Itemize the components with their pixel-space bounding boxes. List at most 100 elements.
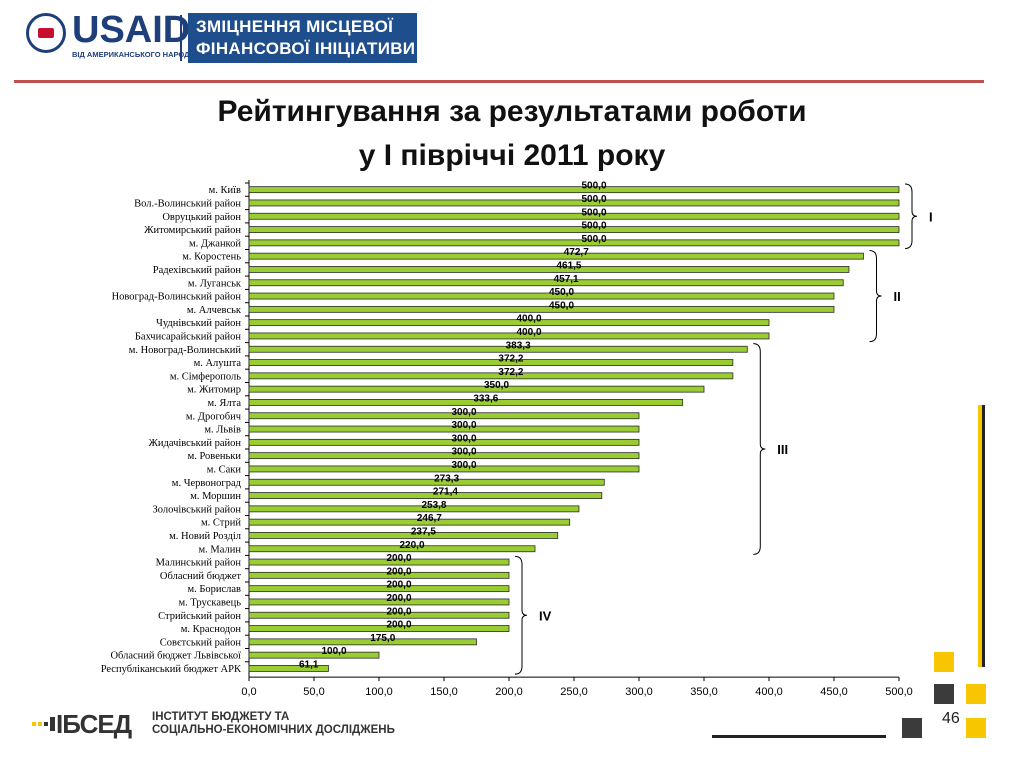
institute-line-2: СОЦІАЛЬНО-ЕКОНОМІЧНИХ ДОСЛІДЖЕНЬ [152,724,395,736]
category-label: м. Стрий [201,518,241,529]
category-label: Малинський район [156,558,242,569]
bar [248,186,900,194]
bar [248,399,684,406]
category-label: м. Коростень [182,252,241,263]
deco-square [934,684,954,704]
bar [248,199,900,207]
value-label: 200,0 [386,593,411,604]
value-label: 350,0 [484,380,509,391]
header-divider [180,15,182,61]
bar [248,625,510,632]
bar [248,492,603,499]
bar [248,518,571,526]
value-label: 383,3 [506,340,531,351]
value-label: 500,0 [581,234,606,245]
header-rule [14,80,984,83]
title-line-2: у І півріччі 2011 року [358,139,666,172]
value-label: 400,0 [516,314,541,325]
bar [248,611,510,619]
institute-name: ІНСТИТУТ БЮДЖЕТУ ТА СОЦІАЛЬНО-ЕКОНОМІЧНИ… [152,711,395,737]
value-label: 300,0 [451,420,476,431]
value-label: 500,0 [581,181,606,192]
value-label: 273,3 [434,473,459,484]
bar [248,425,640,433]
category-label: Золочівський район [153,504,242,515]
category-label: Стрийський район [158,611,241,622]
value-label: 457,1 [554,274,579,285]
value-label: 400,0 [516,327,541,338]
value-label: 200,0 [386,620,411,631]
category-label: м. Моршин [190,491,241,502]
value-label: 300,0 [451,433,476,444]
group-label: І [929,209,933,224]
category-label: м. Краснодон [181,624,242,635]
slide-title: Рейтингування за результатами роботи у І… [0,90,1024,178]
category-label: м. Житомир [187,385,241,396]
x-tick-label: 300,0 [625,686,653,698]
category-label: Вол.-Волинський район [134,198,241,209]
category-label: м. Ялта [207,398,241,409]
x-tick-label: 400,0 [755,686,783,698]
x-tick-label: 450,0 [820,686,848,698]
bar [248,332,770,340]
deco-square [966,684,986,704]
category-label: м. Алушта [194,358,242,369]
x-tick-label: 100,0 [365,686,393,698]
bar [248,651,380,659]
value-label: 461,5 [556,260,581,271]
category-label: м. Львів [204,425,241,436]
group-label: ІІІ [777,442,788,457]
value-label: 450,0 [549,300,574,311]
deco-square [966,718,986,738]
x-tick-label: 150,0 [430,686,458,698]
category-label: м. Новий Розділ [169,531,241,542]
bar [248,438,640,446]
value-label: 220,0 [399,540,424,551]
usaid-logo: USAID [72,9,191,51]
ibced-logo-icon [32,717,55,731]
category-label: м. Новоград-Волинський [129,345,242,356]
side-accent-line [982,405,985,667]
group-label: IV [539,608,552,623]
bar [248,585,510,593]
value-label: 500,0 [581,207,606,218]
x-tick-label: 500,0 [885,686,913,698]
bar [248,239,900,247]
bar [248,452,640,460]
institute-line-1: ІНСТИТУТ БЮДЖЕТУ ТА [152,711,290,723]
group-label: ІІ [894,289,901,304]
category-label: м. Саки [207,464,242,475]
value-label: 253,8 [421,500,446,511]
header: USAID ВІД АМЕРИКАНСЬКОГО НАРОДУ ЗМІЦНЕНН… [0,0,1024,88]
category-label: Овруцький район [162,212,241,223]
deco-square [902,718,922,738]
category-label: м. Ровеньки [188,451,242,462]
value-label: 300,0 [451,407,476,418]
bar [248,665,329,672]
category-label: м. Джанкой [189,238,241,249]
value-label: 100,0 [321,646,346,657]
x-tick-label: 250,0 [560,686,588,698]
category-label: Совєтський район [160,637,242,648]
category-label: м. Алчевськ [187,305,242,316]
category-label: Жидачівський район [148,438,241,449]
value-label: 200,0 [386,553,411,564]
usaid-seal-icon [26,13,66,53]
category-label: м. Дрогобич [186,411,242,422]
category-label: м. Борислав [187,584,241,595]
category-label: Бахчисарайський район [135,331,241,342]
bar [248,345,748,353]
project-banner: ЗМІЦНЕННЯ МІСЦЕВОЇ ФІНАНСОВОЇ ІНІЦІАТИВИ [188,13,417,63]
bar [248,359,734,366]
value-label: 300,0 [451,447,476,458]
value-label: 500,0 [581,194,606,205]
x-tick-label: 0,0 [241,686,256,698]
category-label: Житомирський район [144,225,241,236]
value-label: 271,4 [433,487,458,498]
usaid-tagline: ВІД АМЕРИКАНСЬКОГО НАРОДУ [72,50,195,59]
value-label: 372,2 [498,354,523,365]
category-label: м. Малин [199,544,242,555]
group-bracket [904,183,918,249]
bar [248,279,844,287]
bar [248,465,640,473]
